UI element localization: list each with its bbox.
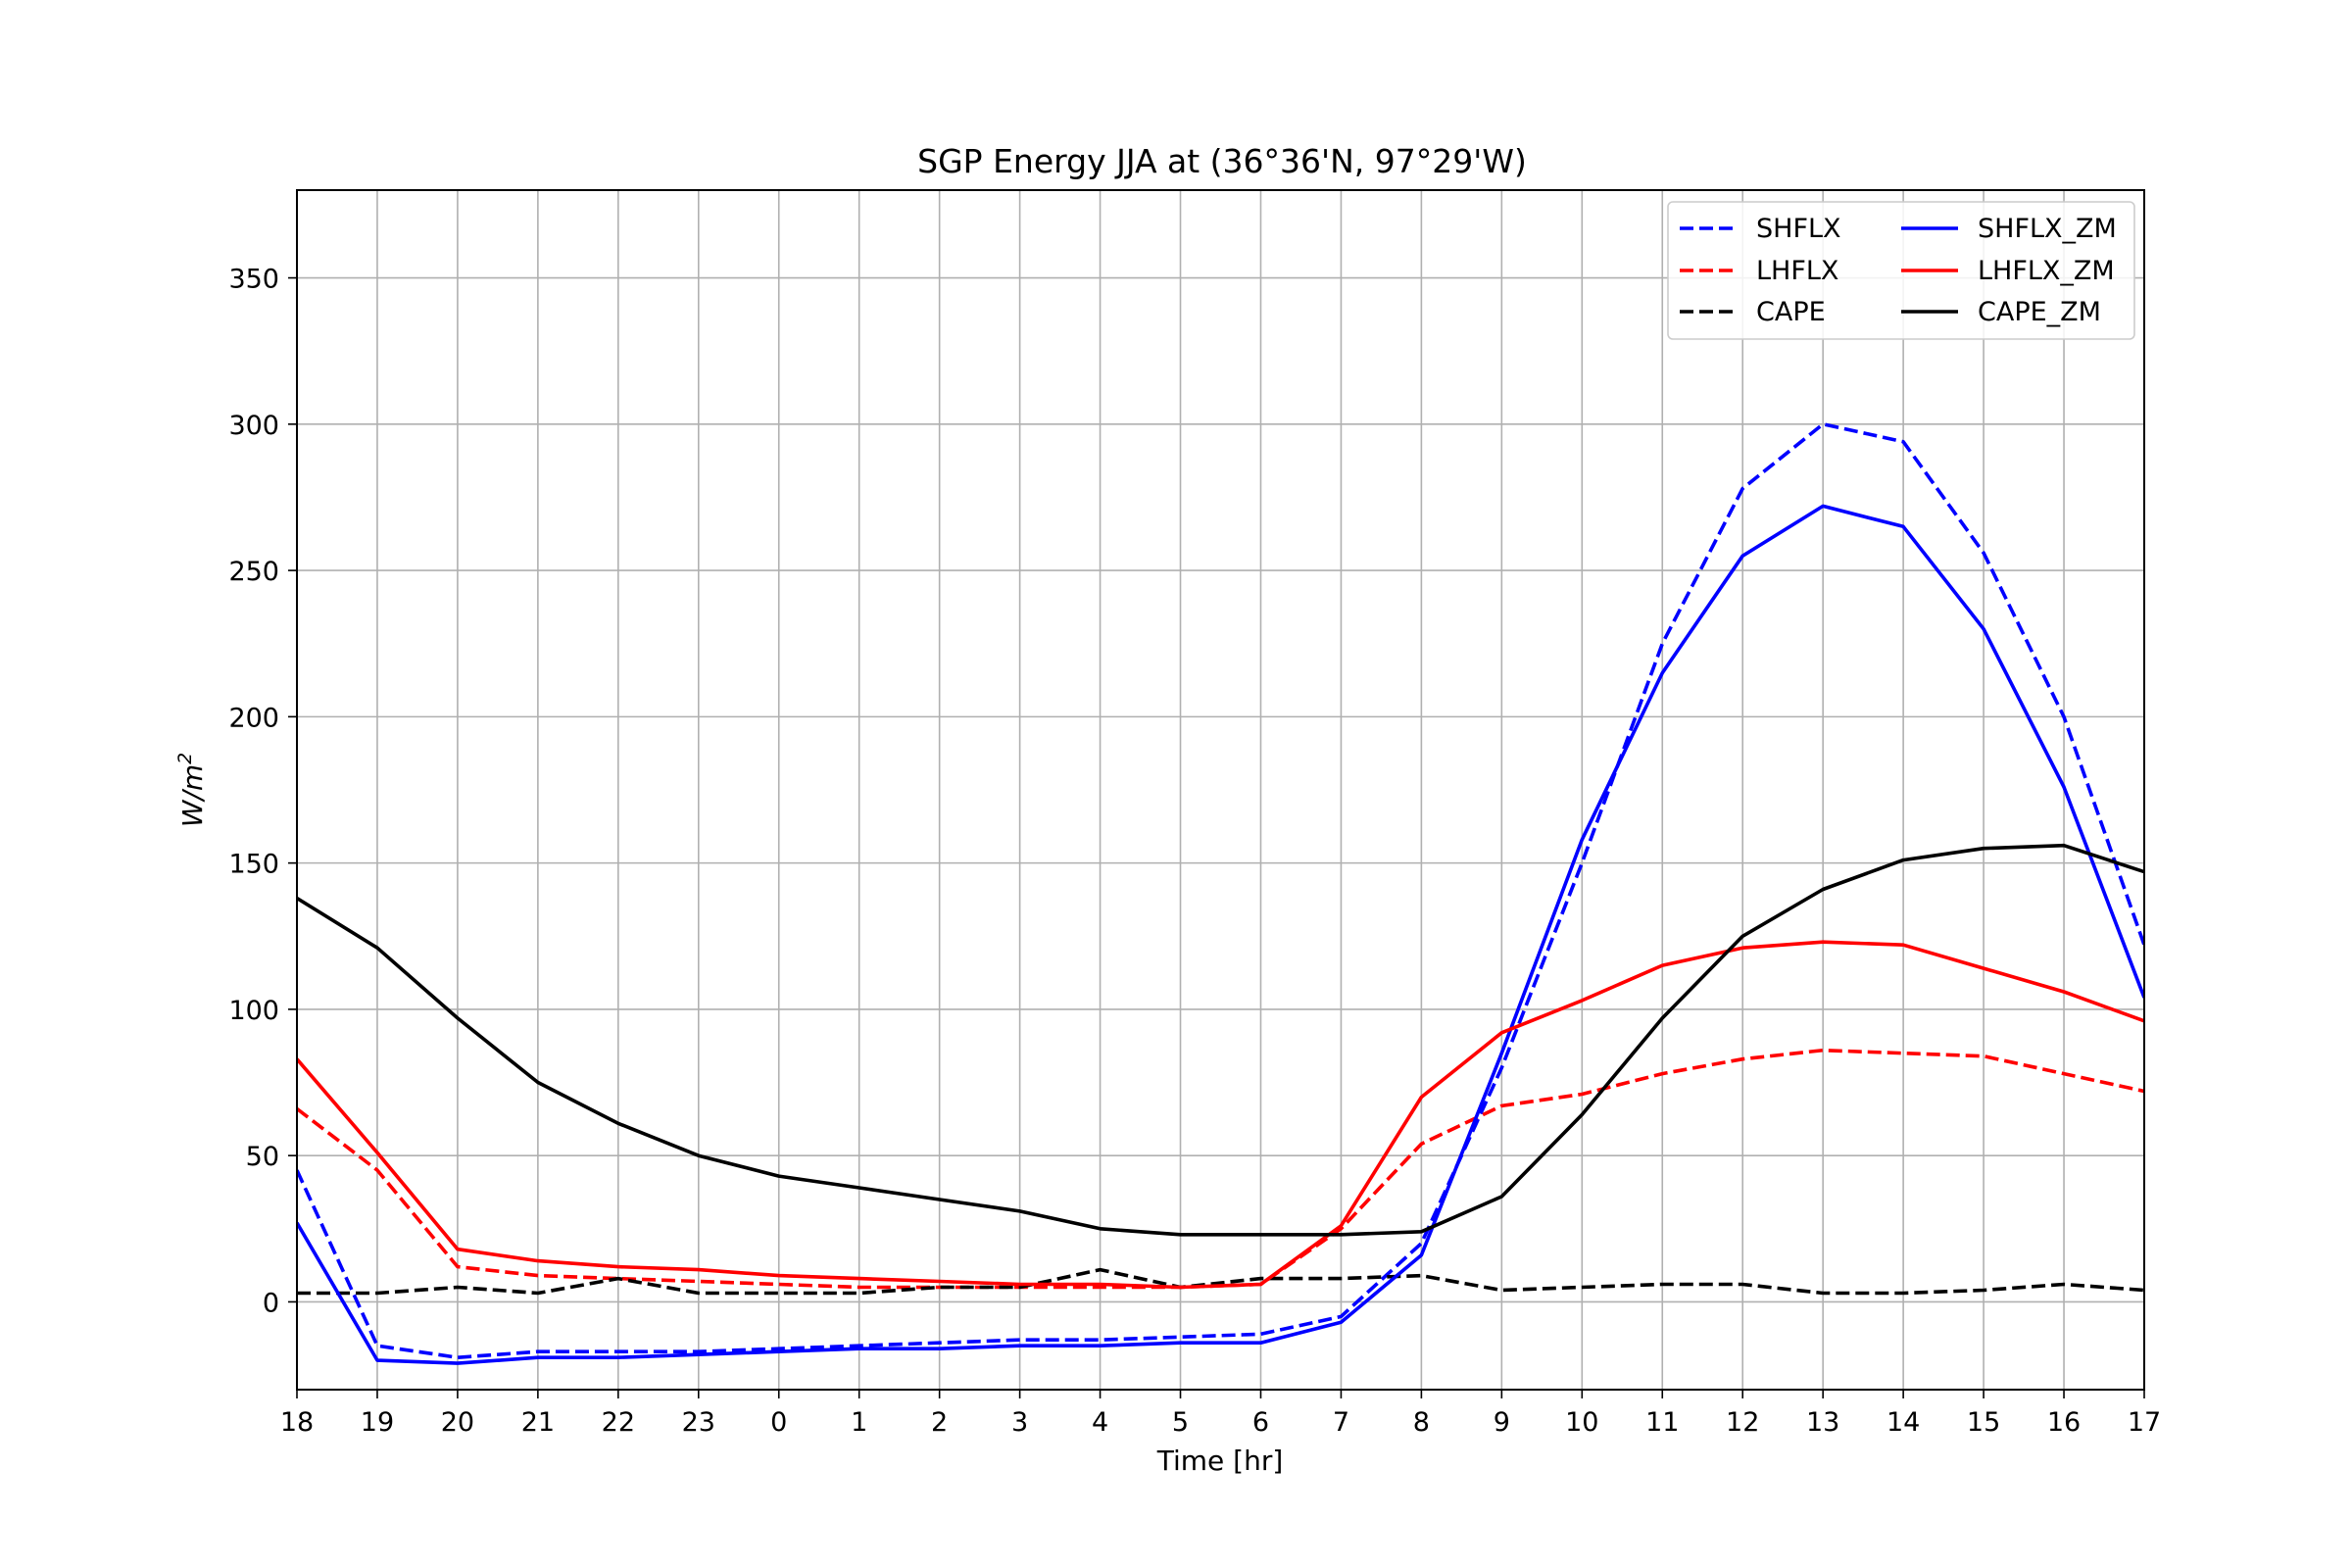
- y-tick-label: 150: [228, 850, 279, 880]
- x-tick-label: 6: [1252, 1407, 1269, 1438]
- series-line-lhflx-zm: [297, 940, 2144, 1290]
- x-tick-label: 8: [1413, 1407, 1430, 1438]
- series-line-cape: [297, 1267, 2144, 1296]
- x-tick-label: 5: [1172, 1407, 1189, 1438]
- x-tick-label: 12: [1726, 1407, 1759, 1438]
- x-tick-label: 22: [602, 1407, 635, 1438]
- x-tick-label: 2: [931, 1407, 948, 1438]
- x-tick-label: 10: [1565, 1407, 1598, 1438]
- x-tick-label: 21: [521, 1407, 555, 1438]
- chart-title: SGP Energy JJA at (36°36'N, 97°29'W): [917, 142, 1527, 180]
- x-axis-title: Time [hr]: [1156, 1445, 1284, 1477]
- x-tick-label: 20: [441, 1407, 474, 1438]
- y-axis-title-superscript: 2: [174, 753, 196, 764]
- y-tick-label: 100: [228, 996, 279, 1026]
- x-tick-label: 1: [851, 1407, 867, 1438]
- y-tick-label: 0: [263, 1288, 279, 1318]
- x-tick-label: 14: [1886, 1407, 1920, 1438]
- y-tick-label: 300: [228, 411, 279, 441]
- series-group: [297, 421, 2144, 1365]
- x-tick-label: 9: [1494, 1407, 1510, 1438]
- x-tick-label: 17: [2128, 1407, 2161, 1438]
- legend-label: CAPE_ZM: [1978, 297, 2101, 327]
- legend: SHFLX LHFLX CAPE SHFLX_ZM LHFLX_ZM CAPE_ZM: [1667, 201, 2135, 340]
- legend-label: SHFLX_ZM: [1978, 214, 2117, 244]
- series-lines: [297, 421, 2144, 1365]
- y-tick-label: 350: [228, 265, 279, 295]
- x-tick-label: 3: [1011, 1407, 1028, 1438]
- legend-label: LHFLX_ZM: [1978, 256, 2115, 286]
- x-tick-label: 7: [1333, 1407, 1349, 1438]
- plot-frame: [296, 189, 2145, 1391]
- x-tick-label: 4: [1092, 1407, 1108, 1438]
- x-axis: 18 19 20 21 22 23 0 1 2 3 4 5 6 7 8 9 10 11 12 13 14 15 16 17: [280, 1390, 2161, 1438]
- x-tick-label: 23: [682, 1407, 715, 1438]
- x-tick-label: 0: [770, 1407, 787, 1438]
- x-tick-label: 16: [2047, 1407, 2081, 1438]
- x-tick-label: 18: [280, 1407, 314, 1438]
- y-tick-label: 250: [228, 557, 279, 587]
- y-axis: 0 50 100 150 200 250 300 350: [228, 265, 297, 1318]
- y-tick-label: 200: [228, 703, 279, 733]
- series-line-shflx-zm: [297, 504, 2144, 1365]
- legend-label: CAPE: [1756, 297, 1826, 327]
- legend-label: LHFLX: [1756, 256, 1838, 286]
- series-line-shflx: [297, 421, 2144, 1359]
- series-line-cape-zm: [297, 843, 2144, 1237]
- x-tick-label: 11: [1645, 1407, 1679, 1438]
- grid-lines: [296, 190, 2145, 1390]
- legend-label: SHFLX: [1756, 214, 1841, 244]
- x-tick-label: 13: [1806, 1407, 1839, 1438]
- y-axis-title: W/m2: [174, 753, 209, 828]
- y-axis-title-main: W/m: [176, 764, 209, 827]
- x-tick-label: 19: [361, 1407, 394, 1438]
- y-tick-label: 50: [246, 1142, 279, 1172]
- x-tick-label: 15: [1967, 1407, 2000, 1438]
